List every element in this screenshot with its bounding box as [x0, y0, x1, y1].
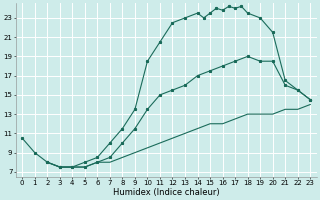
X-axis label: Humidex (Indice chaleur): Humidex (Indice chaleur) — [113, 188, 220, 197]
